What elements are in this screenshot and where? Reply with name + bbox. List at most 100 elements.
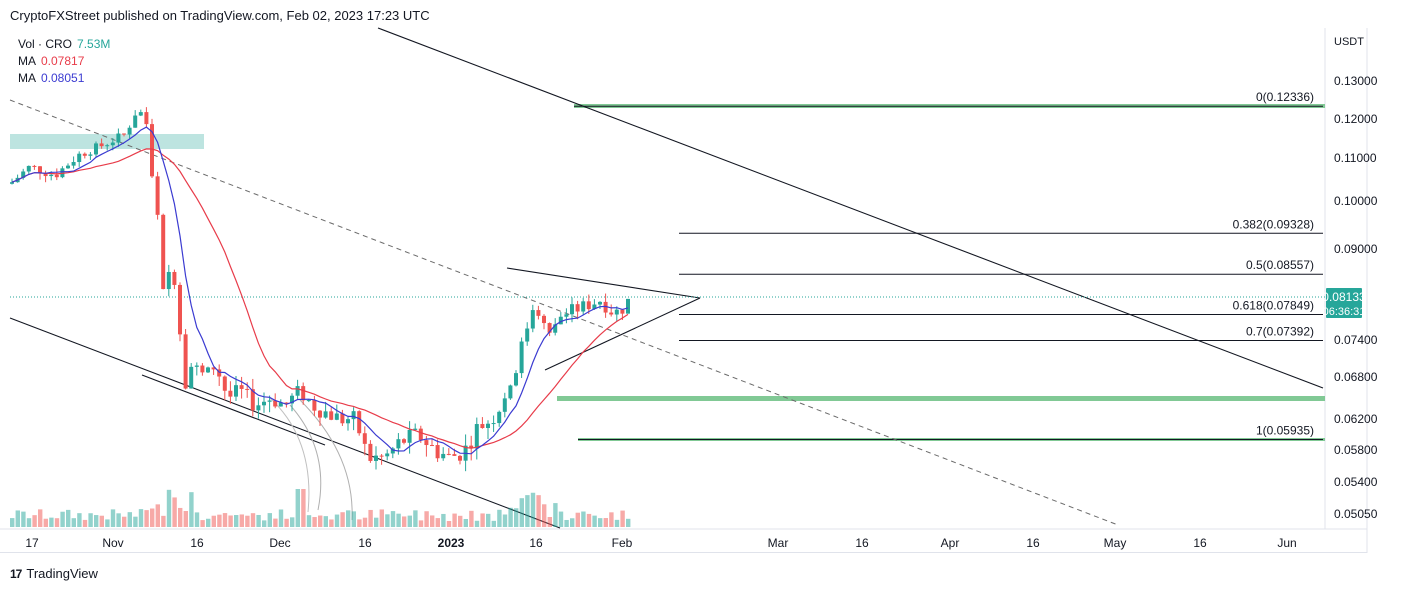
volume-bar — [138, 509, 144, 527]
volume-bar — [306, 515, 312, 527]
candle-body — [346, 419, 350, 424]
candle-body — [284, 402, 289, 404]
legend-ma-fast-label: MA — [18, 71, 36, 85]
candle-body — [150, 124, 154, 177]
candle-body — [418, 428, 423, 441]
volume-bar — [200, 520, 205, 527]
volume-bar — [88, 513, 93, 527]
candle-body — [575, 304, 580, 312]
price-tick-label: 0.07400 — [1334, 333, 1378, 347]
dashed-trendline — [9, 99, 1119, 526]
candle-body — [21, 171, 26, 178]
candle-body — [329, 411, 334, 420]
candle-body — [474, 424, 479, 449]
candle-body — [362, 433, 367, 444]
time-tick-label: Nov — [102, 536, 123, 550]
volume-bar — [267, 513, 272, 527]
candle-body — [250, 389, 255, 411]
candle-body — [508, 385, 513, 399]
volume-bar — [581, 511, 586, 527]
volume-bar — [334, 514, 340, 527]
volume-bar — [262, 520, 267, 527]
volume-bar — [362, 517, 368, 527]
fib-level-label: 0.7(0.07392) — [1246, 324, 1314, 338]
candle-body — [222, 376, 227, 391]
candle-body — [94, 143, 98, 155]
price-axis-labels: 0.13000 0.12000 0.11000 0.10000 0.09000 0.074… — [1334, 74, 1378, 521]
price-tick-label: 0.13000 — [1334, 74, 1378, 88]
candle-body — [491, 423, 496, 425]
candle-body — [413, 428, 418, 430]
legend-ma-fast[interactable]: MA 0.08051 — [18, 70, 115, 87]
time-tick-label: 16 — [1193, 536, 1207, 550]
candle-body — [116, 133, 121, 143]
volume-bar — [598, 518, 603, 527]
volume-bar — [418, 520, 424, 527]
tradingview-brand[interactable]: 17 TradingView — [10, 566, 98, 581]
legend-ma-slow[interactable]: MA 0.07817 — [18, 53, 115, 70]
candle-body — [558, 316, 563, 325]
candle-body — [430, 445, 434, 447]
volume-bar — [368, 509, 373, 527]
time-tick-label: 16 — [358, 536, 372, 550]
projection-arrow-1 — [289, 404, 322, 511]
volume-bar — [245, 515, 250, 527]
price-tick-label: 0.11000 — [1334, 151, 1377, 165]
volume-bar — [77, 513, 82, 527]
candle-body — [49, 174, 54, 177]
channel-upper-line — [141, 374, 326, 446]
candle-body — [26, 165, 31, 172]
volume-bar — [446, 520, 452, 527]
volume-bar — [620, 510, 625, 527]
candle-body — [77, 153, 82, 163]
candle-body — [402, 439, 406, 443]
legend-volume[interactable]: Vol · CRO 7.53M — [18, 36, 115, 53]
currency-label: USDT — [1334, 36, 1364, 48]
volume-bar — [553, 503, 558, 527]
volume-bar — [547, 516, 552, 527]
candle-body — [306, 400, 311, 402]
candle-body — [144, 112, 149, 125]
channel-lower-line — [9, 317, 561, 529]
candle-body — [441, 453, 446, 459]
volume-bar — [435, 518, 440, 527]
candle-body — [396, 439, 401, 449]
indicator-legend: Vol · CRO 7.53M MA 0.07817 MA 0.08051 — [18, 36, 115, 87]
volume-bar — [295, 489, 300, 527]
candles — [10, 107, 630, 472]
volume-bar — [278, 509, 284, 527]
candle-body — [334, 413, 339, 420]
volume-bar — [60, 511, 65, 527]
candle-body — [105, 145, 110, 147]
candle-body — [620, 309, 625, 314]
volume-bar — [178, 507, 183, 527]
candle-body — [424, 440, 429, 446]
volume-bar — [424, 511, 429, 527]
ma-slow-line — [11, 148, 629, 449]
volume-bar — [536, 495, 541, 527]
volume-bar — [105, 519, 110, 527]
volume-bar — [374, 517, 379, 527]
candle-body — [189, 366, 194, 389]
time-tick-label: 16 — [190, 536, 204, 550]
candle-body — [262, 401, 266, 406]
volume-bar — [463, 518, 468, 527]
volume-bar — [542, 504, 547, 527]
chart-bottom-border — [0, 552, 1367, 553]
volume-bar — [21, 511, 26, 527]
volume-bar — [441, 513, 446, 527]
volume-bar — [530, 492, 536, 527]
price-tick-label: 0.06800 — [1334, 370, 1378, 384]
volume-bar — [250, 513, 256, 527]
last-price-value: 0.08133 — [1322, 290, 1366, 304]
legend-volume-label: Vol · CRO — [18, 37, 73, 51]
candle-body — [155, 176, 160, 215]
candle-body — [273, 400, 278, 407]
candle-body — [598, 301, 602, 305]
candle-body — [452, 454, 457, 456]
volume-bar — [469, 510, 474, 527]
candle-body — [603, 301, 608, 313]
candle-body — [514, 373, 518, 386]
price-tick-label: 0.09000 — [1334, 242, 1378, 256]
